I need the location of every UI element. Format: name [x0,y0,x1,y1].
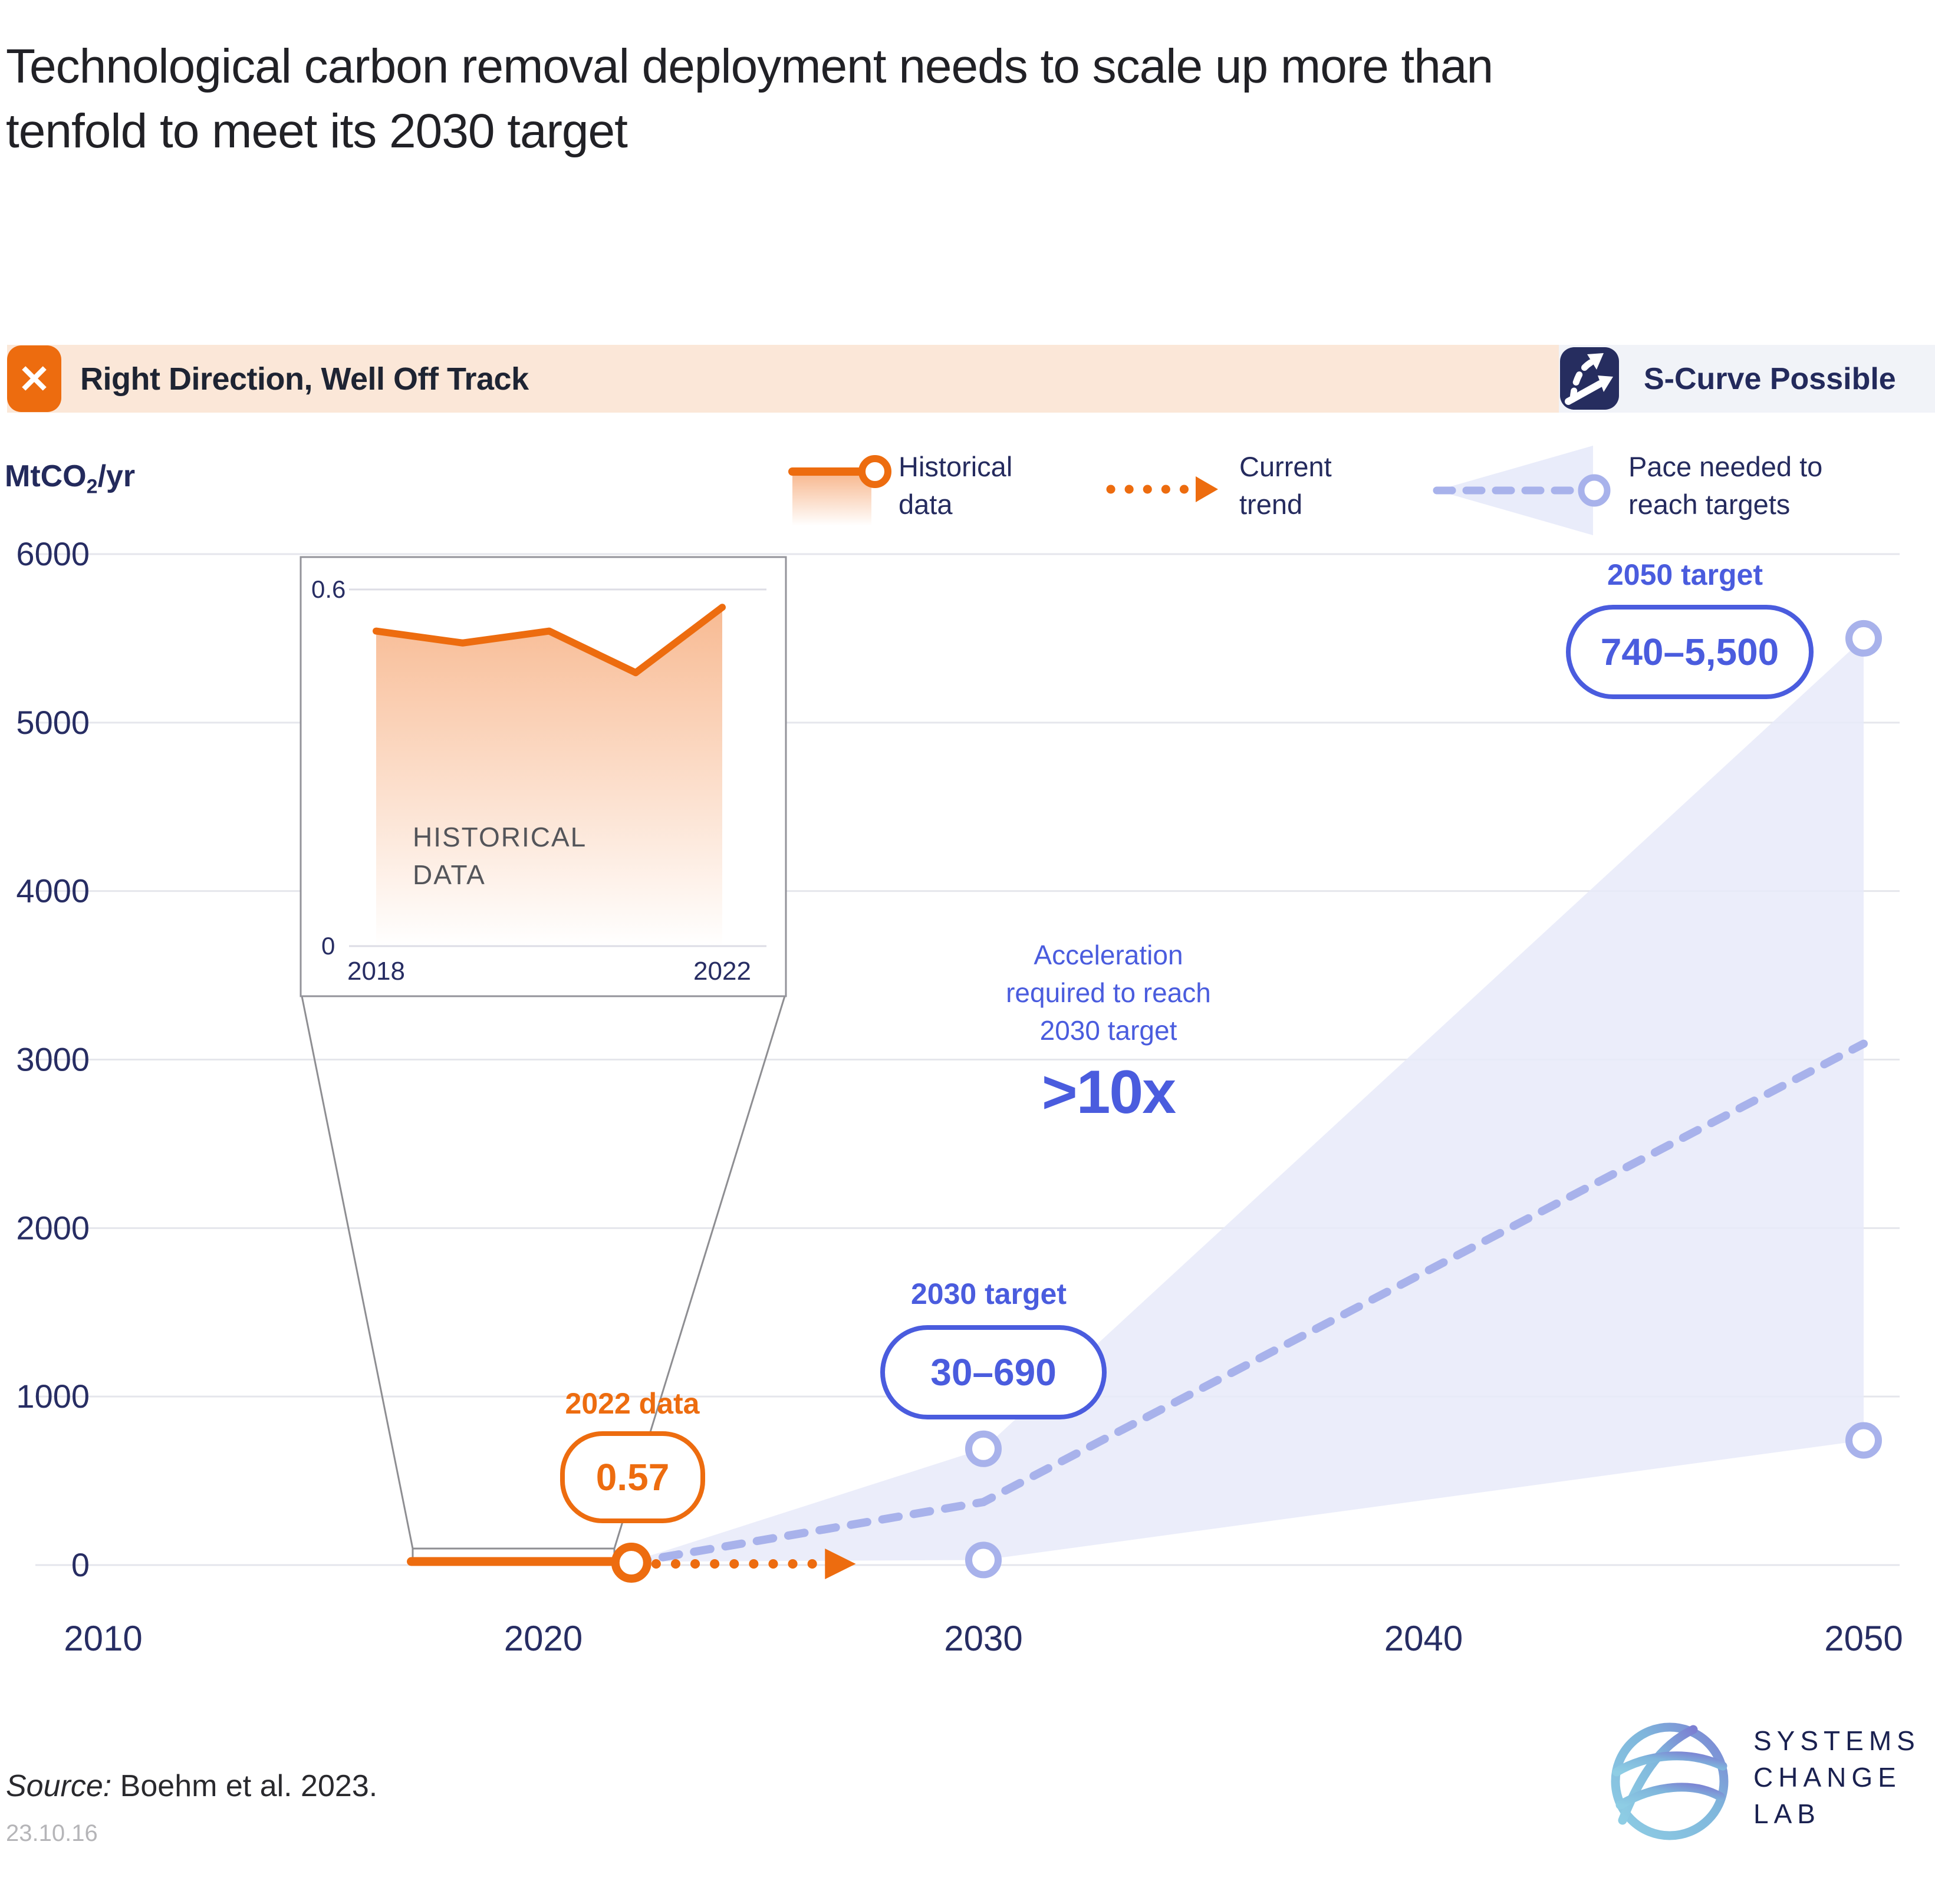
title-line-2: tenfold to meet its 2030 target [6,104,628,158]
marker-2050-periwinkle [1845,1422,1882,1459]
inset-historical-line [373,604,726,677]
acceleration-annotation: Acceleration required to reach 2030 targ… [996,936,1220,1128]
legend-item-pace: Pace needed to reach targets [1628,451,1823,520]
inset-ytick-max: 0.6 [311,575,345,603]
x-tick-label: 2040 [1384,1619,1463,1658]
scurve-label: S-Curve Possible [1644,361,1896,396]
inset-ytick-min: 0 [321,932,335,960]
y-axis-unit: MtCO2/yr [5,459,136,498]
marker-2030-periwinkle [965,1541,1002,1579]
y-tick-label: 3000 [16,1041,90,1078]
x-glyph: ✕ [18,357,51,401]
x-icon: ✕ [7,345,61,412]
y-tick-label: 6000 [16,535,90,572]
label-2022-data: 2022 data [565,1387,700,1420]
page-title: Technological carbon removal deployment … [6,34,1893,164]
source-prefix: Source: [6,1769,112,1803]
badge-2022-value: 0.57 [560,1431,705,1523]
legend-historical-marker [858,455,891,488]
inset-note-line2: DATA [413,859,486,890]
label-2030-target: 2030 target [910,1277,1067,1310]
acceleration-text: Acceleration required to reach 2030 targ… [1006,940,1211,1046]
x-tick-label: 2050 [1824,1619,1903,1658]
y-tick-label: 2000 [16,1209,90,1246]
y-tick-label: 0 [71,1546,90,1583]
legend-historical-gradient [792,475,871,526]
marker-2022-orange [611,1543,651,1583]
target-fan [631,638,1864,1562]
inset-xtick-2018: 2018 [347,957,405,986]
x-tick-label: 2020 [504,1619,583,1658]
logo-wave-2 [1612,1751,1727,1777]
logo-line-lab: LAB [1753,1798,1821,1829]
status-banner [7,345,1559,413]
pace-needed-line [627,1039,1868,1567]
inset-xtick-2022: 2022 [693,957,751,986]
source-note: Source: Boehm et al. 2023. [6,1768,377,1804]
logo-wave-1 [1618,1725,1698,1825]
label-2050-target: 2050 target [1607,558,1763,591]
y-tick-label: 4000 [16,872,90,910]
x-tick-label: 2030 [944,1619,1022,1658]
globe-waves-icon [1611,1722,1729,1840]
legend-trend-arrowhead [1196,476,1218,502]
legend-item-current-trend: Current trend [1239,451,1332,520]
current-trend-arrowhead [825,1549,856,1579]
y-tick-label: 1000 [16,1378,90,1415]
inset-note: HISTORICAL DATA [413,818,587,894]
inset-note-line1: HISTORICAL [413,822,587,852]
legend-pace-marker [1578,474,1611,507]
callout-line-left [301,996,414,1549]
acceleration-multiplier: >10x [1041,1058,1176,1126]
y-tick-label: 5000 [16,704,90,741]
x-tick-label: 2010 [64,1619,142,1658]
source-text: Boehm et al. 2023. [120,1769,378,1803]
badge-2030-range: 30–690 [880,1325,1107,1419]
logo-wave-3 [1615,1783,1725,1810]
marker-2030-periwinkle [965,1430,1002,1467]
badge-2050-range: 740–5,500 [1566,605,1814,699]
scurve-banner [1559,345,1935,413]
date-code: 23.10.16 [6,1820,98,1846]
legend-item-historical: Historical data [899,451,1013,520]
title-line-1: Technological carbon removal deployment … [6,39,1493,93]
logo-wordmark: SYSTEMS CHANGE LAB [1753,1722,1920,1832]
logo-line-change: CHANGE [1753,1762,1901,1793]
marker-2050-periwinkle [1845,620,1882,657]
logo-line-systems: SYSTEMS [1753,1725,1920,1756]
inset-area [376,607,722,946]
s-curve-road-icon [1560,347,1619,410]
status-label: Right Direction, Well Off Track [80,361,529,397]
